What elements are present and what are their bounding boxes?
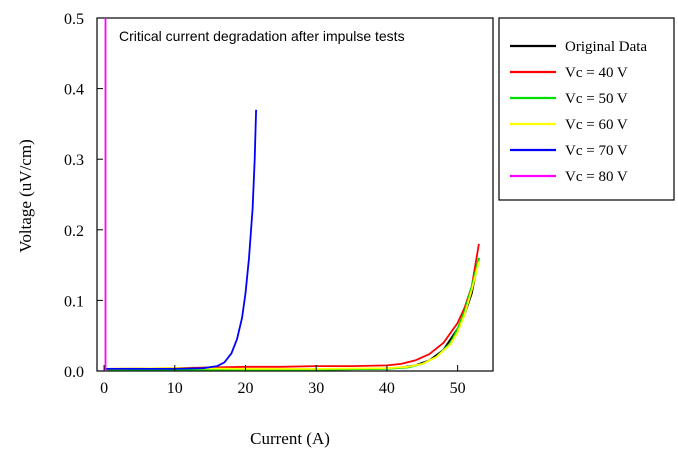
y-tick-label: 0.1 [64, 293, 84, 310]
y-tick-label: 0.4 [64, 82, 84, 99]
legend-label-vc-40-v: Vc = 40 V [565, 65, 628, 81]
x-tick-label: 40 [379, 380, 395, 397]
plot-area [96, 17, 494, 372]
x-axis-label: Current (A) [250, 429, 330, 448]
y-tick-label: 0.3 [64, 152, 84, 169]
y-axis-label: Voltage (uV/cm) [16, 139, 35, 252]
y-tick-label: 0.0 [64, 364, 84, 381]
x-tick-label: 50 [450, 380, 466, 397]
y-tick-label: 0.2 [64, 223, 84, 240]
legend-label-vc-80-v: Vc = 80 V [565, 169, 628, 185]
legend: Original Data Vc = 40 V Vc = 50 V Vc = 60 V… [498, 17, 675, 201]
legend-label-vc-50-v: Vc = 50 V [565, 91, 628, 107]
x-tick-label: 30 [308, 380, 324, 397]
x-tick-label: 10 [167, 380, 183, 397]
series-line-vc-70-v [104, 109, 257, 370]
y-tick-label: 0.5 [64, 11, 84, 28]
y-ticks: 0.0 0.1 0.2 0.3 0.4 0.5 [64, 11, 103, 381]
chart-annotation: Critical current degradation after impul… [119, 28, 405, 44]
legend-label-vc-70-v: Vc = 70 V [565, 143, 628, 159]
x-ticks: 0 10 20 30 40 50 [100, 365, 466, 397]
x-tick-label: 20 [238, 380, 254, 397]
legend-box [498, 17, 675, 201]
legend-label-original-data: Original Data [565, 39, 647, 55]
x-tick-label: 0 [100, 380, 108, 397]
legend-label-vc-60-v: Vc = 60 V [565, 117, 628, 133]
